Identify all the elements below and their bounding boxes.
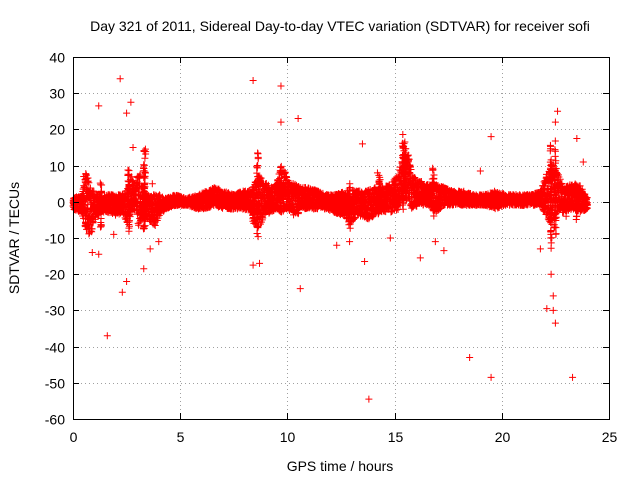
scatter-points (69, 75, 591, 403)
data-point (257, 174, 265, 182)
chart-title: Day 321 of 2011, Sidereal Day-to-day VTE… (90, 18, 590, 34)
data-point (286, 179, 294, 187)
data-point (136, 173, 144, 181)
data-point (88, 225, 96, 233)
data-point (135, 221, 143, 229)
grid-lines (73, 57, 609, 419)
data-point (136, 170, 144, 178)
data-point (277, 162, 285, 170)
data-point (283, 173, 291, 181)
data-point (151, 221, 159, 229)
data-point (84, 201, 92, 209)
